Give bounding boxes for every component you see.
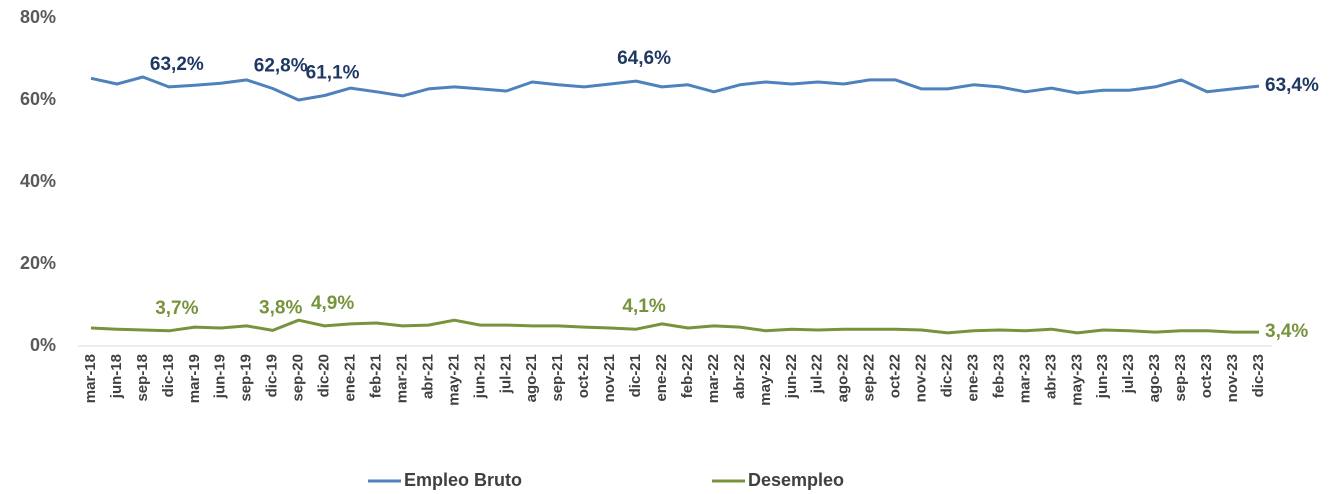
y-tick-label: 0% — [30, 335, 56, 355]
x-tick-label: jun-18 — [108, 354, 125, 399]
y-tick-label: 20% — [20, 253, 56, 273]
x-tick-label: jul-22 — [809, 354, 826, 394]
data-label: 3,8% — [259, 297, 302, 318]
x-tick-label: feb-22 — [679, 354, 696, 398]
x-tick-label: mar-18 — [82, 354, 99, 403]
x-tick-label: sep-22 — [861, 354, 878, 402]
x-tick-label: oct-21 — [575, 354, 592, 398]
data-label: 61,1% — [306, 63, 360, 84]
x-tick-label: ene-22 — [653, 354, 670, 402]
x-tick-label: feb-23 — [990, 354, 1007, 398]
x-tick-label: mar-22 — [705, 354, 722, 403]
x-tick-label: abr-23 — [1042, 354, 1059, 399]
x-tick-label: ene-21 — [342, 354, 359, 402]
y-tick-label: 80% — [20, 7, 56, 27]
x-tick-label: sep-21 — [549, 354, 566, 402]
x-tick-label: mar-21 — [393, 354, 410, 403]
data-label: 63,4% — [1265, 75, 1319, 96]
x-tick-label: jun-19 — [212, 354, 229, 399]
legend-label: Empleo Bruto — [404, 470, 522, 490]
x-tick-label: mar-23 — [1016, 354, 1033, 403]
data-label: 64,6% — [617, 48, 671, 69]
legend-label: Desempleo — [748, 470, 844, 490]
x-tick-label: sep-20 — [290, 354, 307, 402]
x-tick-label: oct-22 — [887, 354, 904, 398]
x-tick-label: sep-18 — [134, 354, 151, 402]
x-tick-label: jun-22 — [783, 354, 800, 399]
x-tick-label: dic-23 — [1250, 354, 1267, 397]
x-tick-label: nov-21 — [601, 354, 618, 402]
x-tick-label: dic-18 — [160, 354, 177, 397]
data-label: 3,4% — [1265, 321, 1308, 342]
x-tick-label: feb-21 — [367, 354, 384, 398]
data-label: 63,2% — [150, 54, 204, 75]
x-tick-label: sep-19 — [238, 354, 255, 402]
y-tick-label: 40% — [20, 171, 56, 191]
series-line — [90, 318, 1259, 335]
data-label: 4,1% — [622, 296, 665, 317]
x-tick-label: jul-21 — [497, 354, 514, 394]
data-label: 4,9% — [311, 293, 354, 314]
x-tick-label: dic-22 — [939, 354, 956, 397]
x-tick-label: ago-22 — [835, 354, 852, 402]
x-tick-label: nov-22 — [913, 354, 930, 402]
x-tick-label: may-21 — [445, 354, 462, 406]
x-tick-label: oct-23 — [1198, 354, 1215, 398]
data-label: 3,7% — [155, 298, 198, 319]
x-tick-label: ene-23 — [964, 354, 981, 402]
y-tick-label: 60% — [20, 89, 56, 109]
x-tick-label: ago-21 — [523, 354, 540, 402]
series-line — [90, 75, 1260, 102]
x-tick-label: ago-23 — [1146, 354, 1163, 402]
x-tick-label: dic-21 — [627, 354, 644, 397]
x-tick-label: abr-21 — [419, 354, 436, 399]
x-tick-label: jul-23 — [1120, 354, 1137, 394]
x-tick-label: mar-19 — [186, 354, 203, 403]
data-label: 62,8% — [254, 56, 308, 77]
x-tick-label: may-23 — [1068, 354, 1085, 406]
x-tick-label: jun-23 — [1094, 354, 1111, 399]
x-tick-label: may-22 — [757, 354, 774, 406]
x-tick-label: dic-19 — [264, 354, 281, 397]
x-tick-label: nov-23 — [1224, 354, 1241, 402]
x-tick-label: dic-20 — [316, 354, 333, 397]
x-tick-label: abr-22 — [731, 354, 748, 399]
x-tick-label: jun-21 — [471, 354, 488, 399]
x-tick-label: sep-23 — [1172, 354, 1189, 402]
